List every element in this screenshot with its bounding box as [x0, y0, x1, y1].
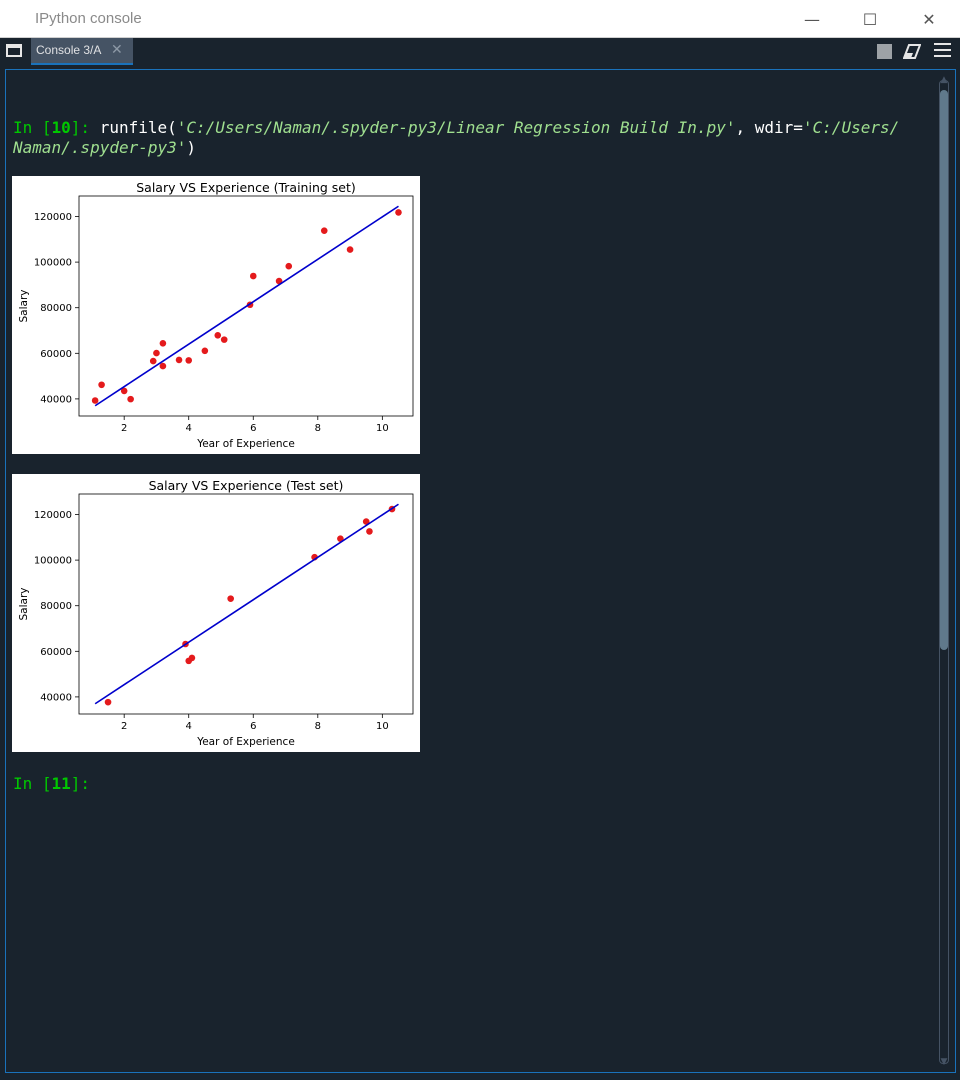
data-point: [285, 262, 293, 270]
data-point: [159, 362, 167, 370]
vertical-scrollbar[interactable]: [939, 80, 949, 1064]
scroll-down-arrow[interactable]: ▼: [940, 1057, 948, 1067]
data-point: [227, 595, 234, 602]
data-point: [153, 349, 160, 357]
data-point: [127, 395, 134, 403]
stop-icon[interactable]: [877, 44, 892, 59]
y-axis-label: Salary: [18, 290, 30, 323]
x-tick-label: 6: [250, 721, 256, 732]
data-point: [91, 397, 99, 404]
plot-training-set: Salary VS Experience (Training set) 2 4 6 8 1…: [12, 176, 420, 454]
data-point: [249, 272, 257, 280]
ipython-console[interactable]: In [10]: runfile('C:/Users/Naman/.spyder…: [5, 69, 956, 1073]
regression-line: [94, 205, 399, 407]
y-axis-label: Salary: [18, 588, 30, 621]
y-tick-label: 100000: [34, 258, 72, 269]
window-title: IPython console: [35, 10, 142, 27]
chart-title: Salary VS Experience (Test set): [149, 478, 344, 493]
eraser-icon[interactable]: [902, 44, 922, 59]
data-point: [214, 331, 222, 339]
x-tick-label: 10: [376, 423, 389, 434]
input-line-10: In [10]: runfile('C:/Users/Naman/.spyder…: [13, 118, 899, 137]
prompt-in-10: In [10]:: [13, 118, 100, 137]
y-tick-label: 40000: [40, 692, 72, 703]
runfile-wdir-part1: 'C:/Users/: [802, 118, 900, 137]
data-point: [275, 277, 283, 285]
data-point: [366, 528, 373, 535]
tab-close-icon[interactable]: ✕: [111, 41, 123, 57]
data-point: [98, 381, 105, 389]
maximize-icon: ☐: [862, 9, 878, 29]
data-point: [159, 339, 167, 347]
browse-tabs-icon[interactable]: [6, 44, 22, 57]
runfile-wdir-kw: , wdir=: [735, 118, 803, 137]
data-point: [175, 356, 183, 364]
minimize-button[interactable]: —: [783, 0, 841, 38]
regression-line: [94, 503, 399, 705]
y-tick-label: 60000: [40, 647, 72, 658]
data-point: [120, 387, 128, 395]
data-point: [201, 347, 209, 355]
x-axis-label: Year of Experience: [196, 736, 295, 748]
data-point: [104, 698, 112, 706]
x-tick-label: 4: [186, 423, 192, 434]
data-point: [220, 336, 228, 343]
x-tick-label: 4: [186, 721, 192, 732]
hamburger-menu-icon[interactable]: [934, 43, 951, 58]
y-tick-label: 120000: [34, 510, 72, 521]
y-tick-label: 80000: [40, 303, 72, 314]
data-point: [188, 654, 196, 662]
data-point: [337, 535, 344, 542]
x-tick-label: 2: [121, 721, 127, 732]
x-tick-label: 2: [121, 423, 127, 434]
chart-title: Salary VS Experience (Training set): [136, 180, 356, 195]
data-point: [362, 518, 370, 525]
maximize-button[interactable]: ☐: [841, 0, 899, 38]
plot-test-set: Salary VS Experience (Test set) 2 4 6 8 10 400…: [12, 474, 420, 752]
y-tick-label: 40000: [40, 394, 72, 405]
window-titlebar: IPython console — ☐ ✕: [0, 0, 960, 38]
scrollbar-thumb[interactable]: [940, 90, 948, 650]
tab-console-3a[interactable]: Console 3/A ✕: [31, 38, 133, 65]
close-window-button[interactable]: ✕: [900, 0, 958, 38]
runfile-close-paren: ): [186, 138, 197, 157]
training-set-chart: Salary VS Experience (Training set) 2 4 6 8 1…: [18, 180, 414, 450]
data-point: [149, 357, 157, 365]
data-point: [395, 209, 402, 216]
runfile-wdir-part2: Naman/.spyder-py3': [13, 138, 187, 157]
y-tick-label: 120000: [34, 212, 72, 223]
y-tick-label: 60000: [40, 349, 72, 360]
x-tick-label: 6: [250, 423, 256, 434]
input-line-11[interactable]: In [11]:: [13, 774, 90, 793]
runfile-call: runfile(: [99, 118, 177, 137]
test-set-chart: Salary VS Experience (Test set) 2 4 6 8 10 400…: [18, 478, 414, 748]
x-axis-label: Year of Experience: [196, 438, 295, 450]
input-line-10-cont: Naman/.spyder-py3'): [13, 138, 196, 157]
x-tick-label: 8: [315, 423, 321, 434]
prompt-in-11: In [11]:: [13, 774, 91, 793]
tab-label: Console 3/A: [36, 43, 102, 57]
runfile-path: 'C:/Users/Naman/.spyder-py3/Linear Regre…: [176, 118, 736, 137]
x-tick-label: 8: [315, 721, 321, 732]
y-tick-label: 80000: [40, 601, 72, 612]
data-point: [185, 357, 193, 364]
data-point: [320, 227, 328, 234]
data-point: [346, 246, 354, 253]
minimize-icon: —: [804, 9, 820, 29]
console-tabbar: Console 3/A ✕: [0, 38, 960, 66]
y-tick-label: 100000: [34, 556, 72, 567]
close-icon: ✕: [922, 9, 936, 29]
x-tick-label: 10: [376, 721, 389, 732]
